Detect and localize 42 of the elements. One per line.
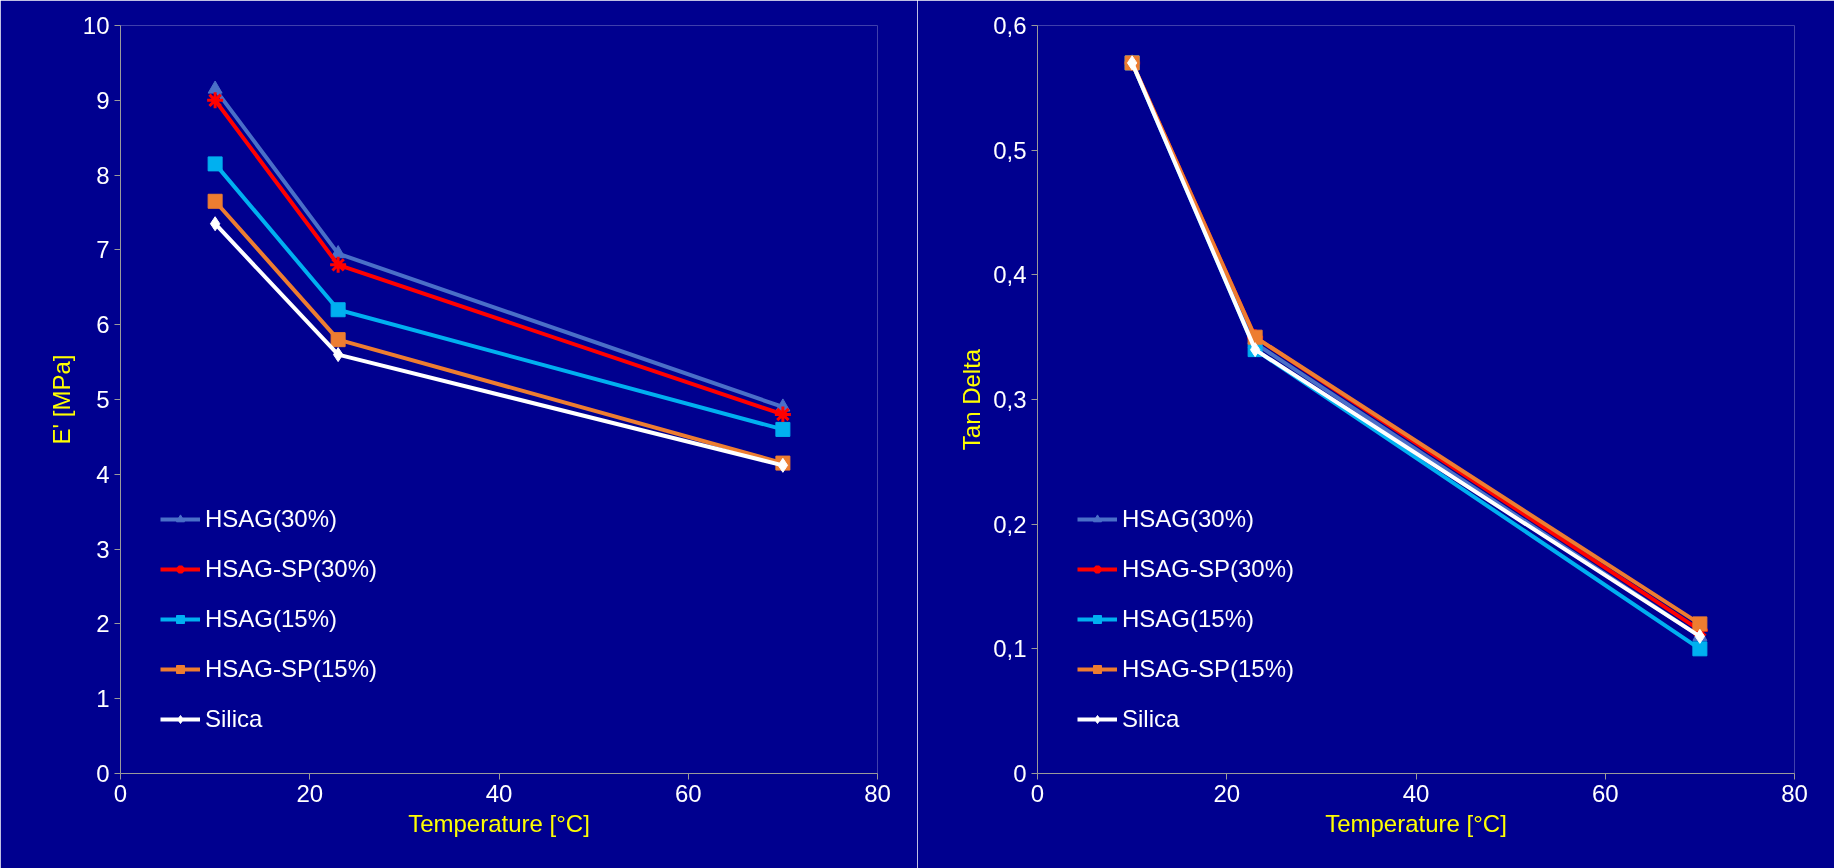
y-tick-label: 2: [96, 610, 110, 638]
y-tick-label: 1: [96, 685, 110, 713]
y-tick-label: 7: [96, 236, 110, 264]
x-tick-label: 80: [1781, 779, 1808, 807]
x-tick-label: 20: [1213, 779, 1241, 807]
y-tick-label: 9: [96, 86, 110, 114]
x-tick-label: 20: [296, 779, 324, 807]
y-tick-label: 0,5: [993, 136, 1027, 164]
x-tick-label: 40: [1402, 779, 1430, 807]
y-tick-label: 0,3: [993, 386, 1027, 413]
legend-label: Silica: [205, 705, 263, 733]
y-tick-label: 5: [96, 386, 110, 413]
y-tick-label: 10: [82, 12, 110, 39]
x-axis-title: Temperature [°C]: [1325, 809, 1507, 837]
x-tick-label: 60: [674, 779, 702, 807]
legend-label: HSAG-SP(30%): [1122, 555, 1295, 583]
y-tick-label: 0,2: [993, 510, 1027, 538]
legend-label: HSAG(15%): [205, 605, 338, 633]
x-axis-title: Temperature [°C]: [408, 809, 590, 837]
x-tick-label: 0: [113, 779, 128, 807]
y-tick-label: 0: [96, 760, 110, 787]
y-tick-label: 4: [96, 460, 110, 488]
y-axis-title: E' [MPa]: [47, 354, 75, 445]
y-tick-label: 0,6: [993, 12, 1027, 39]
legend-label: HSAG-SP(15%): [205, 655, 378, 683]
y-tick-label: 8: [96, 161, 110, 189]
x-tick-label: 40: [485, 779, 513, 807]
y-tick-label: 3: [96, 535, 110, 563]
legend-label: Silica: [1122, 705, 1180, 733]
y-tick-label: 0,4: [993, 261, 1027, 289]
y-axis-title: Tan Delta: [958, 348, 986, 451]
legend-label: HSAG(15%): [1122, 605, 1255, 633]
legend-label: HSAG-SP(30%): [205, 555, 378, 583]
x-tick-label: 60: [1591, 779, 1619, 807]
y-tick-label: 0,1: [993, 635, 1027, 663]
legend-label: HSAG(30%): [1122, 505, 1255, 533]
x-tick-label: 80: [864, 779, 891, 807]
y-tick-label: 0: [1013, 760, 1027, 787]
legend-label: HSAG(30%): [205, 505, 338, 533]
legend-label: HSAG-SP(15%): [1122, 655, 1295, 683]
x-tick-label: 0: [1030, 779, 1045, 807]
y-tick-label: 6: [96, 311, 110, 339]
